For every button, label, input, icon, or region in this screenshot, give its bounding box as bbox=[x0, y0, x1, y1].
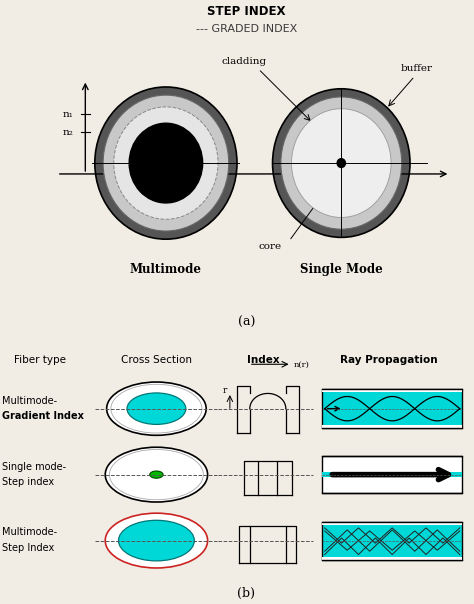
Ellipse shape bbox=[129, 123, 203, 203]
Text: Single mode-: Single mode- bbox=[2, 461, 66, 472]
Ellipse shape bbox=[150, 471, 163, 478]
Ellipse shape bbox=[292, 109, 391, 217]
Text: n₁: n₁ bbox=[63, 110, 73, 118]
Text: --- GRADED INDEX: --- GRADED INDEX bbox=[196, 24, 297, 34]
Text: Cross Section: Cross Section bbox=[121, 355, 192, 365]
Text: (b): (b) bbox=[237, 587, 255, 600]
Text: Gradient Index: Gradient Index bbox=[2, 411, 84, 421]
Text: Ray Propagation: Ray Propagation bbox=[340, 355, 438, 365]
Ellipse shape bbox=[105, 513, 208, 568]
Text: n(r): n(r) bbox=[294, 361, 310, 369]
Text: Step Index: Step Index bbox=[2, 542, 55, 553]
Bar bbox=[322, 472, 462, 477]
Text: n₂: n₂ bbox=[63, 128, 73, 137]
Ellipse shape bbox=[103, 95, 229, 231]
Bar bbox=[322, 521, 462, 525]
Text: Fiber type: Fiber type bbox=[14, 355, 66, 365]
Ellipse shape bbox=[105, 447, 208, 502]
Text: (a): (a) bbox=[238, 316, 255, 329]
Ellipse shape bbox=[337, 158, 346, 167]
Bar bbox=[322, 425, 462, 428]
Text: r: r bbox=[223, 386, 228, 395]
Ellipse shape bbox=[273, 89, 410, 237]
Text: Multimode-: Multimode- bbox=[2, 396, 57, 405]
Bar bbox=[322, 556, 462, 559]
Bar bbox=[322, 389, 462, 428]
Ellipse shape bbox=[281, 97, 402, 229]
Text: Multimode-: Multimode- bbox=[2, 527, 57, 538]
Bar bbox=[322, 521, 462, 559]
Bar bbox=[322, 457, 462, 493]
Text: Single Mode: Single Mode bbox=[300, 263, 383, 277]
Text: core: core bbox=[259, 242, 282, 251]
Ellipse shape bbox=[127, 393, 186, 425]
Text: cladding: cladding bbox=[221, 57, 267, 66]
Text: Index: Index bbox=[247, 355, 279, 365]
Ellipse shape bbox=[95, 87, 237, 239]
Text: Multimode: Multimode bbox=[130, 263, 202, 277]
Ellipse shape bbox=[114, 107, 218, 219]
Text: Step index: Step index bbox=[2, 477, 55, 487]
Ellipse shape bbox=[107, 382, 206, 435]
Ellipse shape bbox=[118, 520, 194, 561]
Text: STEP INDEX: STEP INDEX bbox=[207, 5, 286, 19]
Bar bbox=[322, 389, 462, 392]
Text: buffer: buffer bbox=[401, 65, 433, 73]
